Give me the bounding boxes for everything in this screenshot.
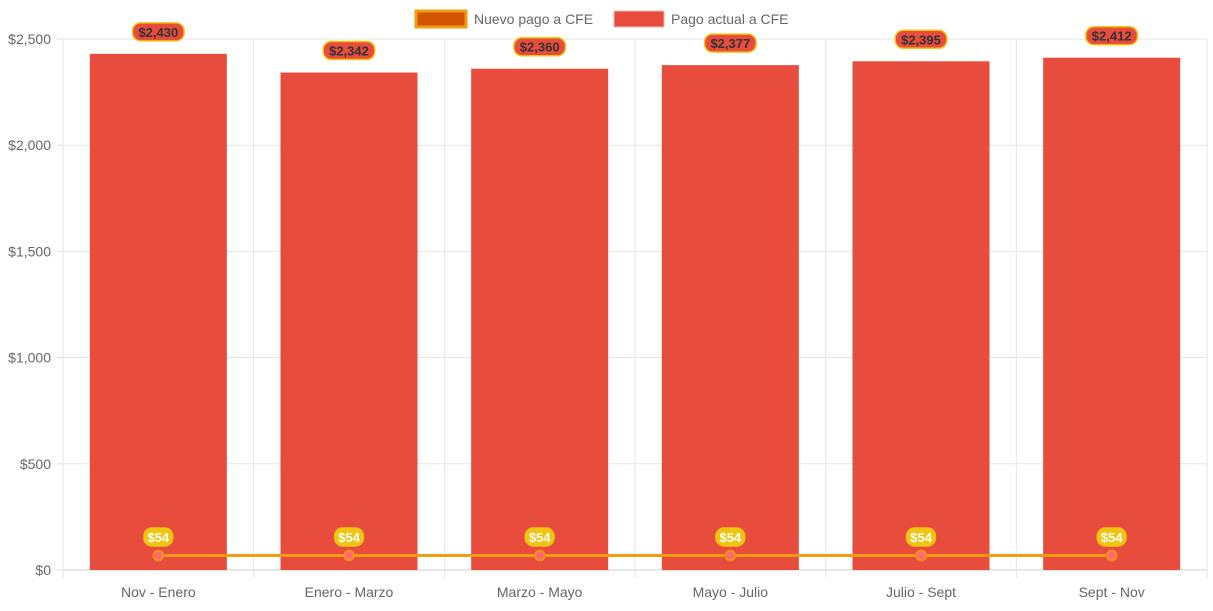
legend-label-nuevo: Nuevo pago a CFE xyxy=(474,11,593,27)
line-point xyxy=(533,549,546,562)
x-tick-label: Enero - Marzo xyxy=(305,584,394,600)
legend-label-actual: Pago actual a CFE xyxy=(671,11,789,27)
line-data-label-bg xyxy=(1096,527,1127,547)
line-data-label-bg xyxy=(715,527,746,547)
bar xyxy=(661,65,799,571)
bar-data-label: $2,430 xyxy=(138,25,178,40)
bar-data-label-bg xyxy=(513,36,567,57)
bar-data-label-bg xyxy=(1085,25,1139,46)
x-tick-label: Marzo - Mayo xyxy=(497,584,583,600)
line-data-label: $54 xyxy=(719,530,741,545)
line-point xyxy=(915,549,927,562)
bar-data-label-bg xyxy=(894,29,948,50)
bar xyxy=(471,68,609,571)
line-data-label-bg xyxy=(333,527,365,547)
bar-data-label: $2,412 xyxy=(1092,29,1132,44)
y-tick-label: $1,000 xyxy=(8,350,51,366)
y-tick-label: $2,000 xyxy=(8,137,51,153)
line-data-label-bg xyxy=(143,527,174,547)
line-point xyxy=(724,549,737,562)
line-data-label: $54 xyxy=(910,530,932,545)
bar xyxy=(852,61,990,570)
bar-data-label: $2,377 xyxy=(710,36,750,51)
y-tick-label: $1,500 xyxy=(8,243,51,259)
x-tick-label: Julio - Sept xyxy=(886,584,956,600)
bar-data-label: $2,395 xyxy=(901,32,941,47)
x-tick-label: Sept - Nov xyxy=(1079,584,1145,600)
bar xyxy=(280,72,418,570)
line-data-label: $54 xyxy=(1101,530,1123,545)
line-data-label-bg xyxy=(905,527,937,547)
bar xyxy=(89,53,227,571)
line-point xyxy=(1105,549,1118,562)
y-tick-label: $500 xyxy=(20,456,51,472)
y-tick-label: $2,500 xyxy=(8,31,51,47)
line-point xyxy=(152,549,165,562)
x-tick-label: Nov - Enero xyxy=(121,584,196,600)
x-tick-label: Mayo - Julio xyxy=(693,584,769,600)
bar-data-label-bg xyxy=(703,33,757,53)
bar-data-label: $2,360 xyxy=(520,40,560,55)
y-tick-label: $0 xyxy=(35,562,51,578)
bar xyxy=(1043,57,1181,570)
legend-swatch-actual xyxy=(613,10,665,28)
bar-data-label-bg xyxy=(131,22,185,42)
bar-data-label: $2,342 xyxy=(329,44,369,59)
line-data-label-bg xyxy=(524,527,555,547)
line-data-label: $54 xyxy=(147,530,169,545)
legend-swatch-nuevo xyxy=(414,9,468,29)
bar-data-label-bg xyxy=(322,40,376,61)
line-data-label: $54 xyxy=(338,530,360,545)
line-data-label: $54 xyxy=(529,530,551,545)
line-point xyxy=(343,549,355,562)
